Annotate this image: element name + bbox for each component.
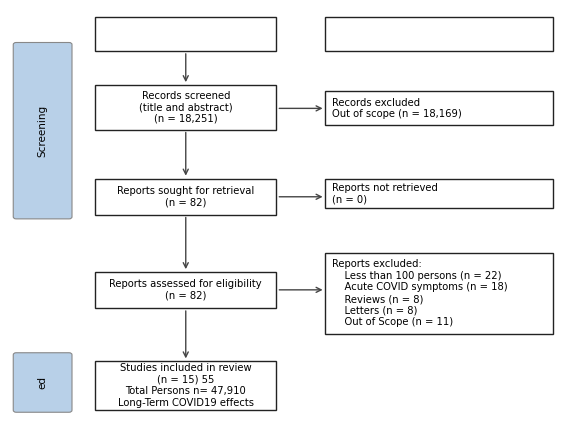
FancyBboxPatch shape (95, 178, 276, 215)
FancyBboxPatch shape (325, 17, 553, 51)
FancyBboxPatch shape (95, 17, 276, 51)
Text: Records excluded
Out of scope (n = 18,169): Records excluded Out of scope (n = 18,16… (332, 98, 462, 119)
FancyBboxPatch shape (325, 179, 553, 208)
Text: Reports assessed for eligibility
(n = 82): Reports assessed for eligibility (n = 82… (109, 279, 262, 301)
Text: Records screened
(title and abstract)
(n = 18,251): Records screened (title and abstract) (n… (139, 91, 233, 124)
Text: ed: ed (37, 376, 48, 389)
FancyBboxPatch shape (95, 361, 276, 410)
Text: Reports not retrieved
(n = 0): Reports not retrieved (n = 0) (332, 183, 438, 204)
Text: Studies included in review
(n = 15) 55
Total Persons n= 47,910
Long-Term COVID19: Studies included in review (n = 15) 55 T… (118, 363, 254, 408)
FancyBboxPatch shape (13, 353, 72, 412)
FancyBboxPatch shape (95, 85, 276, 130)
FancyBboxPatch shape (325, 91, 553, 125)
FancyBboxPatch shape (325, 253, 553, 334)
Text: Screening: Screening (37, 105, 48, 157)
Text: Reports excluded:
    Less than 100 persons (n = 22)
    Acute COVID symptoms (n: Reports excluded: Less than 100 persons … (332, 259, 508, 327)
FancyBboxPatch shape (13, 42, 72, 219)
Text: Reports sought for retrieval
(n = 82): Reports sought for retrieval (n = 82) (117, 186, 255, 207)
FancyBboxPatch shape (95, 272, 276, 308)
